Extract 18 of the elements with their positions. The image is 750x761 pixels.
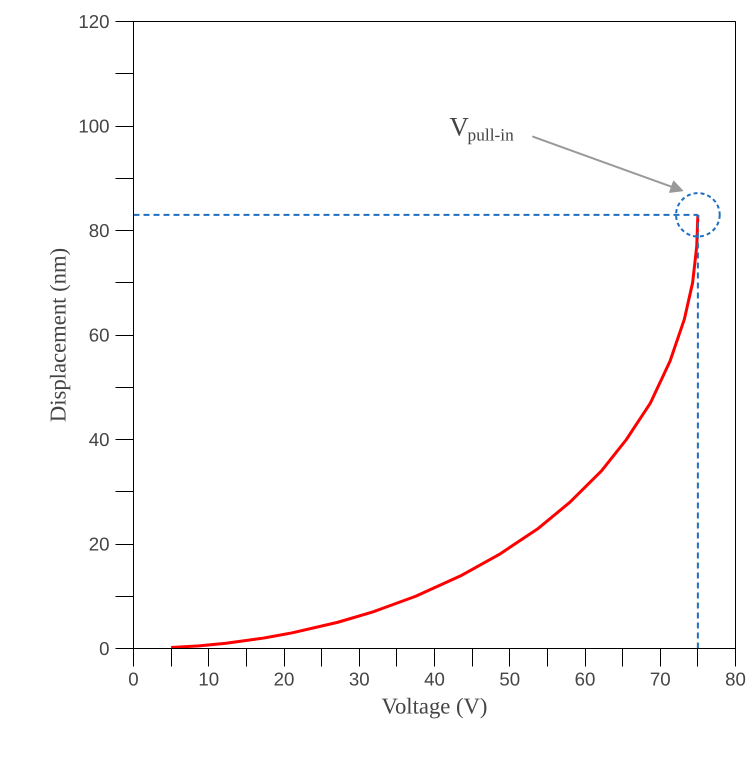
x-tick-label: 30 xyxy=(348,668,370,690)
x-tick-label: 40 xyxy=(424,668,445,690)
x-tick-label: 10 xyxy=(198,668,220,690)
y-tick-label: 0 xyxy=(99,638,110,659)
y-axis-title: Displacement (nm) xyxy=(45,248,70,422)
x-tick-label: 50 xyxy=(499,668,520,690)
x-tick-label: 20 xyxy=(274,668,294,690)
x-tick-label: 0 xyxy=(128,668,139,690)
y-tick-label: 80 xyxy=(88,220,110,241)
y-tick-label: 60 xyxy=(88,324,110,346)
x-axis-title: Voltage (V) xyxy=(382,694,488,718)
y-tick-label: 120 xyxy=(78,11,110,32)
y-tick-label: 20 xyxy=(88,534,110,554)
x-tick-label: 80 xyxy=(725,668,746,690)
y-tick-label: 100 xyxy=(78,116,110,136)
x-tick-label: 60 xyxy=(574,668,596,690)
x-tick-label: 70 xyxy=(650,668,671,690)
y-tick-label: 40 xyxy=(88,429,110,450)
